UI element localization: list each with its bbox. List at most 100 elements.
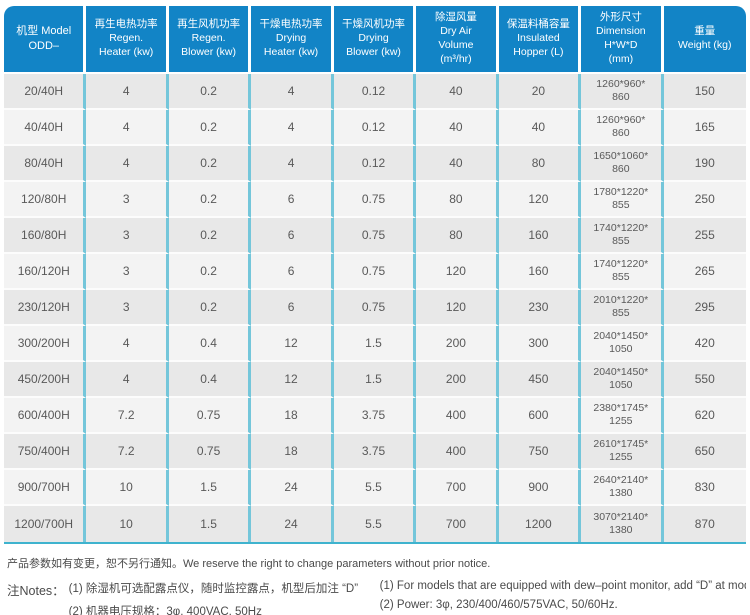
header-line: Drying: [358, 32, 389, 45]
cell-model: 750/400H: [4, 434, 87, 470]
header-line: Blower (kw): [181, 45, 237, 58]
cell-dry_air: 80: [416, 218, 499, 254]
note-zh-1: (1) 除湿机可选配露点仪，随时监控露点，机型后加注 “D”: [68, 583, 359, 595]
cell-regen_blower: 0.2: [168, 254, 252, 290]
cell-regen_blower: 0.2: [168, 74, 252, 110]
cell-drying_blower: 0.12: [333, 146, 417, 182]
cell-dry_air: 80: [416, 182, 499, 218]
column-header-regen_heater: 再生电热功率 Regen. Heater (kw): [86, 6, 169, 72]
column-header-model: 机型 Model ODD–: [4, 6, 87, 72]
cell-hopper: 900: [498, 470, 582, 506]
header-line: (m³/hr): [440, 52, 472, 65]
note-en-1: (1) For models that are equipped with de…: [379, 580, 746, 592]
table-row: 160/80H 3 0.2 6 0.75 80 160 1740*1220* 855 255: [4, 218, 746, 254]
cell-dimension: 2610*1745* 1255: [581, 434, 664, 470]
column-header-drying_blower: 干燥风机功率 Drying Blower (kw): [333, 6, 417, 72]
cell-dry_air: 200: [416, 326, 499, 362]
dimension-line: 1255: [609, 451, 633, 463]
cell-model: 160/80H: [4, 218, 87, 254]
cell-dry_air: 700: [416, 506, 499, 542]
header-line: Dry Air: [440, 25, 472, 38]
dimension-line: 1255: [609, 415, 633, 427]
cell-drying_heater: 24: [251, 470, 334, 506]
cell-drying_heater: 12: [251, 326, 334, 362]
dimension-line: 860: [612, 91, 630, 103]
cell-dimension: 2010*1220* 855: [581, 290, 664, 326]
cell-model: 300/200H: [4, 326, 87, 362]
header-line: Blower (kw): [346, 45, 401, 58]
cell-hopper: 40: [498, 110, 582, 146]
cell-drying_blower: 1.5: [333, 326, 417, 362]
cell-regen_heater: 3: [86, 254, 169, 290]
cell-drying_blower: 0.75: [333, 254, 417, 290]
cell-regen_heater: 3: [86, 218, 169, 254]
table-row: 450/200H 4 0.4 12 1.5 200 450 2040*1450* 1050 550: [4, 362, 746, 398]
cell-drying_heater: 4: [251, 110, 334, 146]
note-en-2: (2) Power: 3φ, 230/400/460/575VAC, 50/60…: [379, 599, 618, 611]
dimension-line: 1050: [609, 379, 633, 391]
dimension-line: 1260*960*: [596, 114, 646, 127]
dimension-line: 855: [612, 199, 630, 211]
cell-drying_heater: 18: [251, 398, 334, 434]
notes-label: 注Notes：: [7, 584, 65, 598]
header-line: Heater (kw): [99, 45, 154, 58]
column-header-drying_heater: 干燥电热功率 Drying Heater (kw): [251, 6, 334, 72]
cell-regen_heater: 7.2: [86, 398, 169, 434]
cell-weight: 190: [663, 146, 746, 182]
cell-weight: 255: [663, 218, 746, 254]
cell-dimension: 1780*1220* 855: [581, 182, 664, 218]
dimension-line: 855: [612, 235, 630, 247]
cell-drying_heater: 6: [251, 218, 334, 254]
cell-model: 120/80H: [4, 182, 87, 218]
cell-model: 20/40H: [4, 74, 87, 110]
cell-dimension: 1740*1220* 855: [581, 254, 664, 290]
cell-weight: 165: [663, 110, 746, 146]
table-row: 600/400H 7.2 0.75 18 3.75 400 600 2380*1745* 125…: [4, 398, 746, 434]
column-header-dimension: 外形尺寸 Dimension H*W*D (mm): [581, 6, 664, 72]
cell-drying_blower: 0.75: [333, 182, 417, 218]
header-line: 外形尺寸: [599, 11, 642, 24]
notes-english: (1) For models that are equipped with de…: [380, 580, 746, 611]
cell-hopper: 20: [498, 74, 582, 110]
cell-model: 900/700H: [4, 470, 87, 506]
cell-dry_air: 400: [416, 434, 499, 470]
note-zh-2: (2) 机器电压规格：3φ, 400VAC, 50Hz: [68, 606, 262, 615]
cell-model: 600/400H: [4, 398, 87, 434]
header-line: Heater (kw): [263, 45, 319, 58]
notes-section: 注Notes： (1) 除湿机可选配露点仪，随时监控露点，机型后加注 “D” (…: [7, 580, 746, 615]
cell-dimension: 1650*1060* 860: [581, 146, 664, 182]
cell-dimension: 2380*1745* 1255: [581, 398, 664, 434]
cell-dimension: 1740*1220* 855: [581, 218, 664, 254]
cell-drying_blower: 3.75: [333, 398, 417, 434]
header-line: Regen.: [109, 32, 144, 45]
cell-hopper: 750: [498, 434, 582, 470]
cell-drying_heater: 6: [251, 254, 334, 290]
cell-hopper: 300: [498, 326, 582, 362]
header-row: 机型 Model ODD– 再生电热功率 Regen. Heater (kw) 再生风机功…: [4, 6, 746, 72]
cell-drying_heater: 4: [251, 146, 334, 182]
cell-model: 450/200H: [4, 362, 87, 398]
table-row: 40/40H 4 0.2 4 0.12 40 40 1260*960* 860 165: [4, 110, 746, 146]
notes-chinese: (1) 除湿机可选配露点仪，随时监控露点，机型后加注 “D” (2) 机器电压规…: [69, 580, 374, 615]
cell-regen_blower: 0.75: [168, 434, 252, 470]
cell-regen_heater: 4: [86, 110, 169, 146]
cell-regen_blower: 0.2: [168, 182, 252, 218]
cell-dry_air: 400: [416, 398, 499, 434]
cell-model: 230/120H: [4, 290, 87, 326]
cell-drying_heater: 24: [251, 506, 334, 542]
table-row: 120/80H 3 0.2 6 0.75 80 120 1780*1220* 855 250: [4, 182, 746, 218]
dimension-line: 2380*1745*: [593, 402, 649, 415]
table-row: 1200/700H 10 1.5 24 5.5 700 1200 3070*2140* 1380…: [4, 506, 746, 542]
cell-regen_heater: 4: [86, 74, 169, 110]
dimension-line: 1740*1220*: [593, 222, 649, 235]
cell-hopper: 600: [498, 398, 582, 434]
header-line: (mm): [608, 52, 634, 65]
cell-regen_heater: 10: [86, 470, 169, 506]
dimension-line: 2010*1220*: [593, 294, 649, 307]
dimension-line: 1740*1220*: [593, 258, 649, 271]
cell-regen_blower: 0.2: [168, 146, 252, 182]
header-line: Dimension: [596, 25, 646, 38]
cell-dry_air: 700: [416, 470, 499, 506]
dimension-line: 860: [612, 127, 630, 139]
cell-regen_heater: 3: [86, 290, 169, 326]
